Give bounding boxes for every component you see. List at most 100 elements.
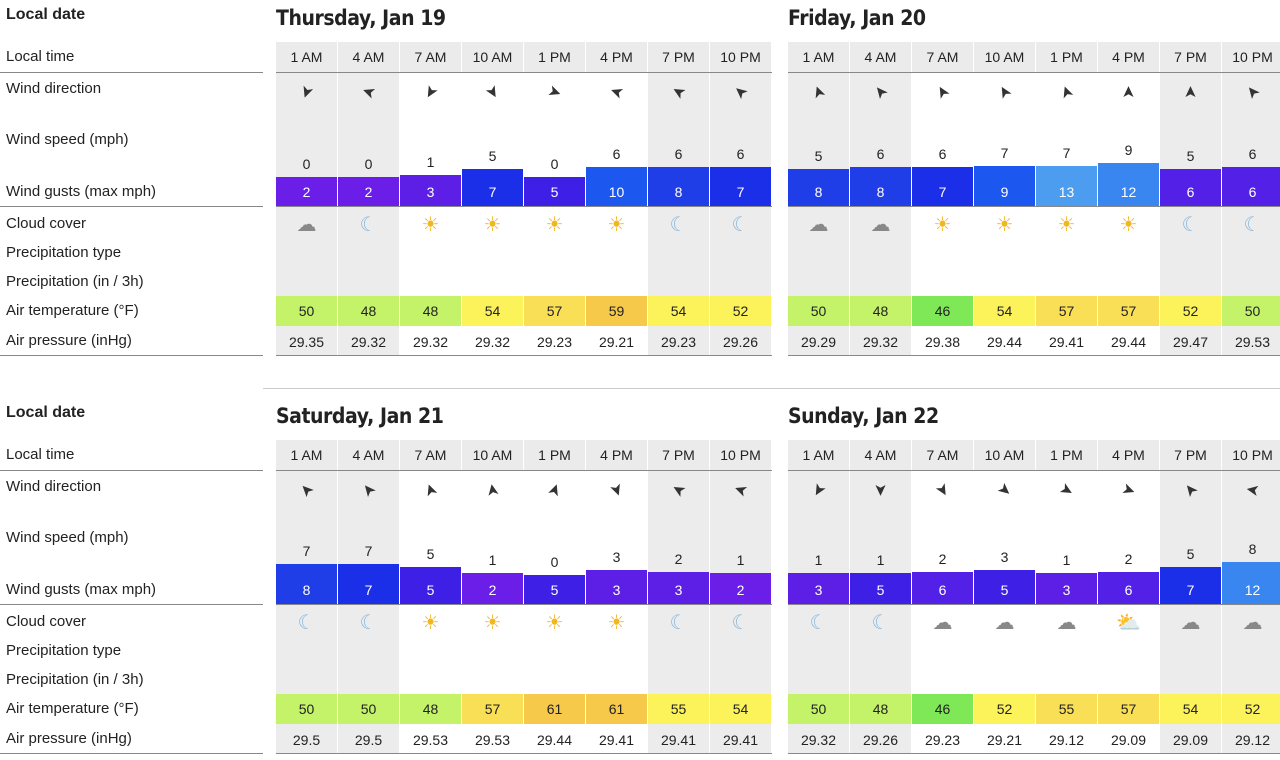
- moon-icon: ☾: [809, 611, 828, 634]
- local-time: 1 AM: [788, 42, 849, 72]
- wind-gust-value: 3: [1036, 575, 1097, 605]
- moon-icon: ☾: [359, 213, 378, 236]
- wind-speed-value: 0: [550, 156, 559, 172]
- local-time: 7 AM: [400, 440, 461, 470]
- air-pressure: 29.21: [598, 334, 635, 350]
- sun-icon: ☀: [483, 611, 502, 634]
- hour-column: 7 PM ➤ 2 3 ☾ 55 29.41: [648, 440, 709, 754]
- air-temperature: 50: [1222, 296, 1280, 326]
- wind-gust-value: 5: [400, 575, 461, 605]
- cloud-cover: ☁: [1222, 606, 1280, 638]
- hour-column: 1 PM ➤ 1 3 ☁ 55 29.12: [1036, 440, 1097, 754]
- wind-speed-bar: [1098, 163, 1159, 177]
- wind-gust-value: 6: [1222, 177, 1280, 207]
- wind-speed-value: 1: [488, 552, 497, 568]
- wind-gust-value: 8: [850, 177, 911, 207]
- cloud-cover: ☾: [1222, 208, 1280, 240]
- day-rule: [276, 355, 772, 356]
- air-temperature: 55: [1036, 694, 1097, 724]
- air-temperature: 46: [912, 694, 973, 724]
- label-air-pressure: Air pressure (inHg): [6, 332, 132, 349]
- cloud-cover: ☁: [1036, 606, 1097, 638]
- label-local-date: Local date: [6, 6, 86, 23]
- air-temperature: 52: [1222, 694, 1280, 724]
- wind-speed-value: 0: [364, 156, 373, 172]
- wind-speed-bar: [788, 169, 849, 177]
- wind-speed-value: 3: [1000, 549, 1009, 565]
- wind-speed-value: 1: [814, 552, 823, 568]
- hour-column: 4 PM ➤ 2 6 ⛅ 57 29.09: [1098, 440, 1159, 754]
- wind-direction: ➤: [1036, 78, 1097, 106]
- air-temperature: 48: [850, 296, 911, 326]
- wind-arrow-icon: ➤: [871, 483, 889, 497]
- air-temperature: 59: [586, 296, 647, 326]
- cloud-cover: ☾: [276, 606, 337, 638]
- air-pressure: 29.09: [1110, 732, 1147, 748]
- moon-icon: ☾: [731, 213, 750, 236]
- wind-speed-bar: [462, 573, 523, 575]
- wind-speed-value: 0: [302, 156, 311, 172]
- air-temperature: 48: [850, 694, 911, 724]
- air-pressure: 29.5: [292, 732, 321, 748]
- air-temperature: 57: [1098, 296, 1159, 326]
- air-pressure: 29.12: [1234, 732, 1271, 748]
- hour-column: 1 PM ➤ 0 5 ☀ 61 29.44: [524, 440, 585, 754]
- day-rule: [788, 604, 1280, 605]
- wind-direction: ➤: [586, 78, 647, 106]
- air-temperature: 57: [1098, 694, 1159, 724]
- wind-arrow-icon: ➤: [420, 480, 442, 500]
- air-temperature: 61: [524, 694, 585, 724]
- wind-arrow-icon: ➤: [1244, 479, 1261, 500]
- wind-gust-value: 6: [912, 575, 973, 605]
- day-block: Sunday, Jan 22 1 AM ➤ 1 3 ☾ 50 29.32 4 AM ➤ 1 5 ☾ 48 2…: [788, 398, 1280, 758]
- sun-icon: ☀: [545, 611, 564, 634]
- wind-direction: ➤: [974, 476, 1035, 504]
- air-pressure: 29.12: [1048, 732, 1085, 748]
- wind-speed-value: 7: [1000, 145, 1009, 161]
- label-precip-amount: Precipitation (in / 3h): [6, 273, 144, 290]
- wind-speed-bar: [912, 572, 973, 575]
- day-rule: [276, 753, 772, 754]
- hour-column: 7 AM ➤ 1 3 ☀ 48 29.32: [400, 42, 461, 356]
- wind-speed-bar: [974, 570, 1035, 575]
- local-time: 7 PM: [1160, 42, 1221, 72]
- hour-column: 1 AM ➤ 5 8 ☁ 50 29.29: [788, 42, 849, 356]
- partly-cloudy-night-icon: ☁: [808, 213, 829, 236]
- cloud-cover: ☁: [276, 208, 337, 240]
- local-time: 10 AM: [462, 42, 523, 72]
- wind-speed-value: 5: [488, 148, 497, 164]
- wind-gust-value: 5: [850, 575, 911, 605]
- wind-arrow-icon: ➤: [359, 81, 378, 102]
- label-precip-amount: Precipitation (in / 3h): [6, 671, 144, 688]
- local-time: 1 PM: [1036, 440, 1097, 470]
- air-pressure: 29.41: [722, 732, 759, 748]
- wind-direction: ➤: [912, 78, 973, 106]
- local-time: 10 AM: [974, 42, 1035, 72]
- wind-speed-value: 6: [612, 146, 621, 162]
- wind-gust-value: 5: [524, 575, 585, 605]
- wind-direction: ➤: [1160, 78, 1221, 106]
- day-rule: [788, 72, 1280, 73]
- label-local-time: Local time: [6, 48, 75, 65]
- local-time: 10 PM: [1222, 440, 1280, 470]
- wind-gust-value: 12: [1098, 177, 1159, 207]
- wind-speed-bar: [586, 570, 647, 575]
- wind-speed-value: 1: [736, 552, 745, 568]
- air-temperature: 54: [648, 296, 709, 326]
- wind-speed-value: 1: [1062, 552, 1071, 568]
- hour-column: 4 AM ➤ 0 2 ☾ 48 29.32: [338, 42, 399, 356]
- wind-speed-bar: [648, 167, 709, 177]
- cloud-cover: ☀: [400, 208, 461, 240]
- day-block: Thursday, Jan 19 1 AM ➤ 0 2 ☁ 50 29.35 4 AM ➤ 0 2 ☾ 4…: [276, 0, 772, 360]
- cloud-cover: ☾: [338, 606, 399, 638]
- moon-icon: ☾: [871, 611, 890, 634]
- label-rule: [0, 604, 263, 605]
- air-temperature: 54: [974, 296, 1035, 326]
- wind-speed-value: 2: [674, 551, 683, 567]
- hour-column: 7 AM ➤ 6 7 ☀ 46 29.38: [912, 42, 973, 356]
- wind-gust-value: 3: [586, 575, 647, 605]
- wind-speed-bar: [1098, 572, 1159, 575]
- wind-gust-value: 3: [788, 575, 849, 605]
- air-temperature: 50: [788, 296, 849, 326]
- label-rule: [0, 753, 263, 754]
